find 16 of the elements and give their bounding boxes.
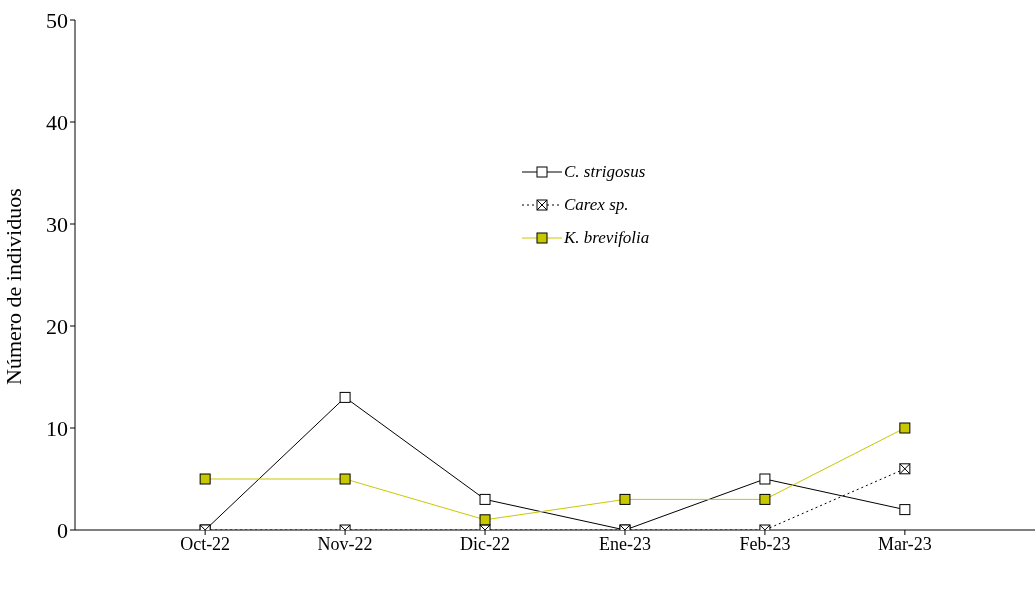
x-tick-label: Oct-22 bbox=[180, 533, 231, 554]
y-axis-title: Número de individuos bbox=[0, 188, 26, 385]
y-tick-label: 30 bbox=[46, 211, 68, 237]
legend-label: K. brevifolia bbox=[564, 227, 650, 248]
x-tick-label: Ene-23 bbox=[598, 533, 651, 554]
legend-label: Carex sp. bbox=[564, 194, 629, 215]
y-tick-label: 20 bbox=[46, 313, 68, 339]
x-tick-label: Feb-23 bbox=[739, 533, 791, 554]
y-tick-label: 40 bbox=[46, 109, 68, 135]
y-tick-label: 0 bbox=[57, 517, 68, 543]
x-tick-label: Dic-22 bbox=[460, 533, 511, 554]
x-tick-label: Mar-23 bbox=[878, 533, 932, 554]
y-tick-label: 50 bbox=[46, 7, 68, 33]
y-tick-label: 10 bbox=[46, 415, 68, 441]
x-tick-label: Nov-22 bbox=[317, 533, 373, 554]
legend-label: C. strigosus bbox=[564, 161, 646, 182]
